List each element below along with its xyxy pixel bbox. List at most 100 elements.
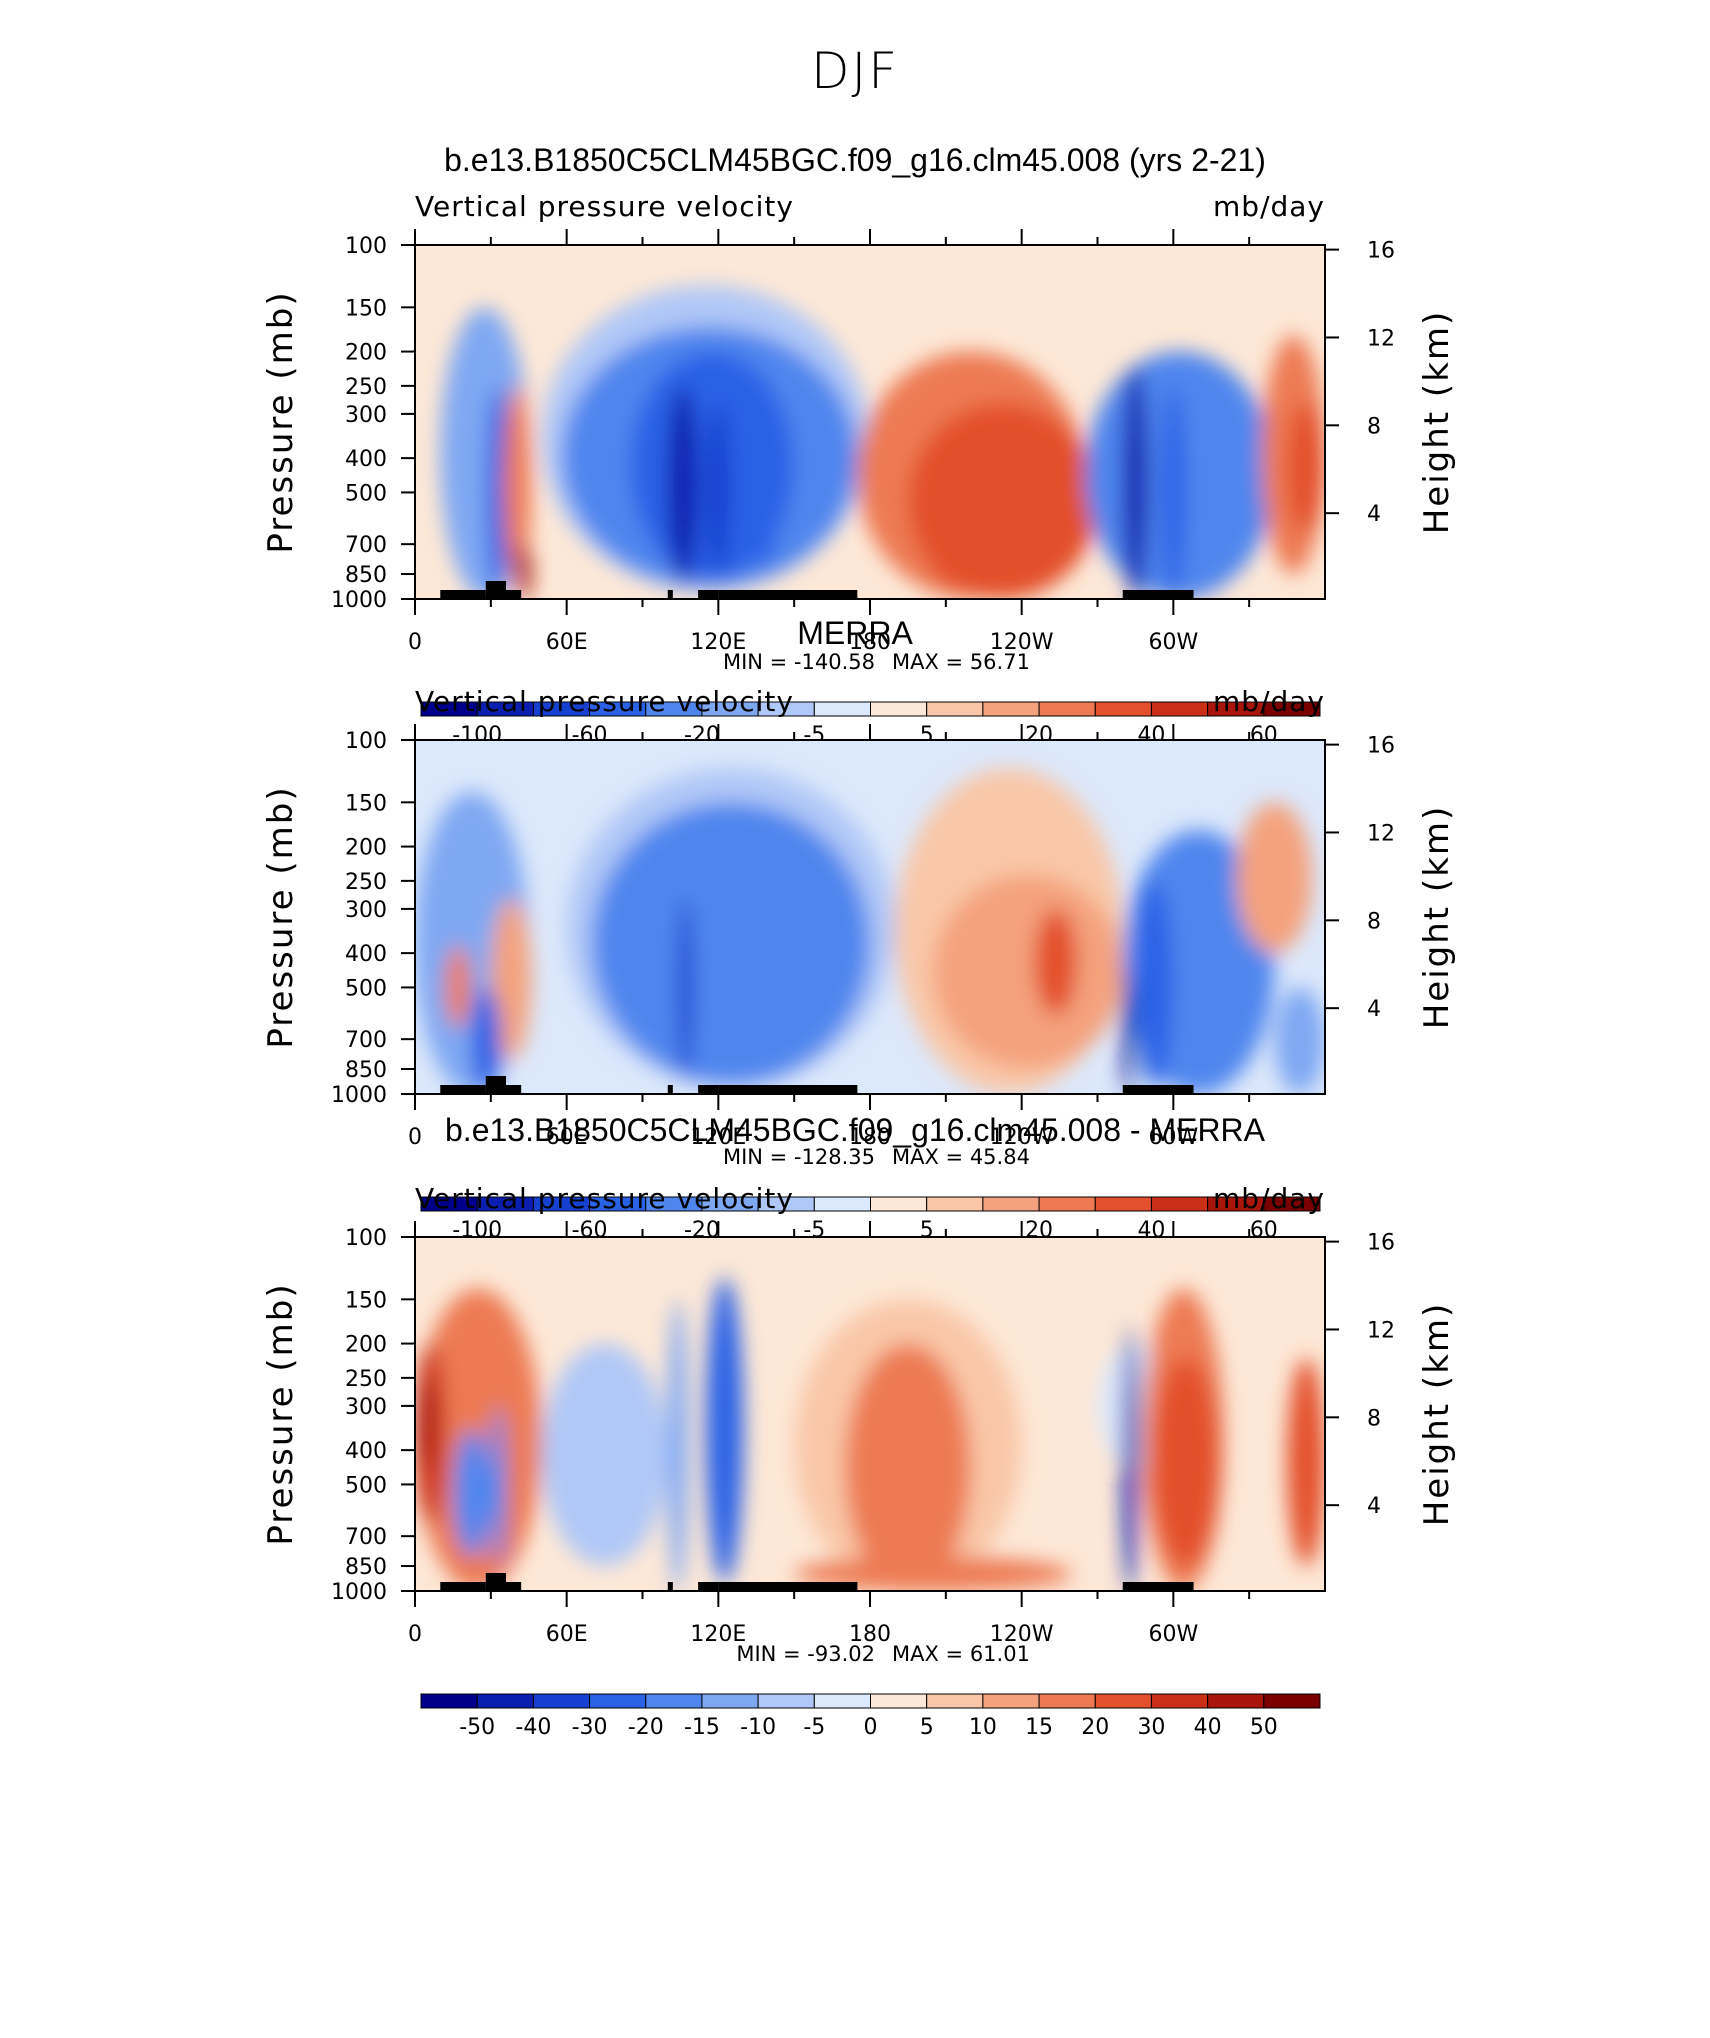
topography-mask	[506, 1582, 522, 1591]
colorbar-label: -5	[803, 1715, 825, 1740]
topography-mask	[485, 1573, 506, 1591]
x-tick-label: 180	[849, 630, 891, 655]
y-tick-label: 200	[345, 341, 387, 366]
field-blob-3	[452, 1429, 491, 1557]
colorbar-box	[645, 1693, 703, 1709]
max-label: MAX = 61.01	[892, 1642, 1030, 1666]
y-tick-label: 700	[345, 533, 387, 558]
colorbar-label: 10	[969, 1715, 997, 1740]
topography-mask	[440, 1085, 486, 1094]
field-blob-12	[1135, 880, 1174, 1087]
x-tick-label: 60E	[546, 630, 588, 655]
variable-label: Vertical pressure velocity	[415, 685, 794, 718]
plot-svg: 0 60E 120E 180 120W 60W 100 150 200 250 300 400 500 7…	[261, 724, 1457, 1243]
min-label: MIN = -93.02	[736, 1642, 875, 1666]
field-blob-15	[1287, 1358, 1325, 1567]
colorbar-box	[1094, 1693, 1152, 1709]
units-label: mb/day	[1213, 190, 1325, 223]
y2-tick-label: 8	[1367, 1406, 1381, 1431]
y2-tick-label: 8	[1367, 414, 1381, 439]
field-blob-12	[920, 476, 1022, 592]
field-blob-4	[490, 1405, 506, 1567]
field-blob-9	[743, 413, 782, 565]
y-tick-label: 1000	[331, 588, 387, 613]
y2-tick-label: 16	[1367, 1231, 1395, 1256]
colorbar-box	[757, 1693, 815, 1709]
colorbar-label: 5	[920, 1715, 934, 1740]
y-tick-label: 150	[345, 791, 387, 816]
colorbar-box	[532, 1693, 591, 1709]
min-label: MIN = -140.58	[723, 650, 875, 674]
colorbar-box	[1263, 1196, 1321, 1212]
topography-mask	[485, 581, 506, 599]
x-tick-label: 120W	[990, 630, 1054, 655]
y-tick-label: 300	[345, 898, 387, 923]
y-tick-label: 850	[345, 1555, 387, 1580]
colorbar-label: 50	[1250, 1715, 1278, 1740]
field-blob-5	[541, 1343, 668, 1567]
y2-tick-label: 4	[1367, 502, 1381, 527]
field-blob-9	[844, 1343, 972, 1591]
y2-axis-title: Height (km)	[1417, 1302, 1457, 1527]
topography-mask	[506, 590, 522, 599]
y-tick-label: 100	[345, 1226, 387, 1251]
topography-mask	[698, 1582, 719, 1591]
y-tick-label: 500	[345, 976, 387, 1001]
colorbar-box	[476, 1693, 534, 1709]
x-tick-label: 120W	[990, 1125, 1054, 1150]
y-axis-title: Pressure (mb)	[261, 785, 301, 1048]
field-blob-7	[667, 385, 699, 583]
y-tick-label: 400	[345, 1439, 387, 1464]
field-blob-8	[705, 403, 731, 575]
y-tick-label: 500	[345, 1473, 387, 1498]
topography-mask	[1122, 590, 1194, 599]
x-tick-label: 60W	[1148, 1622, 1198, 1647]
colorbar-box	[1263, 701, 1321, 717]
colorbar-box	[982, 1693, 1040, 1709]
colorbar-label: 30	[1137, 1715, 1165, 1740]
y-tick-label: 400	[345, 447, 387, 472]
topography-mask	[1122, 1085, 1194, 1094]
colorbar-label: 0	[864, 1715, 878, 1740]
field-blob-10	[1034, 908, 1078, 1016]
y2-axis-title: Height (km)	[1417, 805, 1457, 1030]
y-tick-label: 150	[345, 1288, 387, 1313]
x-tick-label: 180	[849, 1125, 891, 1150]
y-tick-label: 300	[345, 403, 387, 428]
y-tick-label: 1000	[331, 1083, 387, 1108]
colorbar-label: -15	[684, 1715, 720, 1740]
field-blob-2	[420, 1377, 436, 1469]
topography-mask	[718, 590, 858, 599]
y-tick-label: 200	[345, 1333, 387, 1358]
topography-mask	[485, 1076, 506, 1094]
colorbar-box	[870, 1693, 928, 1709]
x-tick-label: 0	[408, 1125, 422, 1150]
field-blob-3	[470, 987, 501, 1094]
field-blob-14	[1236, 802, 1313, 954]
field-blob-10	[794, 1556, 1073, 1591]
colorbar-box	[813, 1693, 871, 1709]
panel-title: MERRA	[797, 615, 913, 651]
x-tick-label: 0	[408, 630, 422, 655]
y-tick-label: 100	[345, 234, 387, 259]
x-tick-label: 180	[849, 1622, 891, 1647]
panel-difference: b.e13.B1850C5CLM45BGC.f09_g16.clm45.008 …	[0, 1094, 1710, 1744]
colorbar-box	[701, 1693, 759, 1709]
field-blob-15	[1274, 987, 1325, 1094]
plot-svg: 0 60E 120E 180 120W 60W 100 150 200 250 300 400 500 7…	[261, 229, 1457, 748]
units-label: mb/day	[1213, 685, 1325, 718]
colorbar-box	[1263, 1693, 1321, 1709]
y2-tick-label: 4	[1367, 997, 1381, 1022]
y2-tick-label: 4	[1367, 1494, 1381, 1519]
colorbar-box	[1207, 1693, 1265, 1709]
field-blob-12	[1122, 1327, 1138, 1591]
y2-tick-label: 16	[1367, 734, 1395, 759]
panel-merra: MERRA Vertical pressure velocity mb/day 0 60…	[0, 597, 1710, 1247]
colorbar-label: -40	[515, 1715, 551, 1740]
topography-mask	[667, 590, 673, 599]
y-tick-label: 100	[345, 729, 387, 754]
field-blob-15	[1160, 385, 1186, 596]
colorbar-label: 40	[1194, 1715, 1222, 1740]
field-blob-14	[1122, 366, 1149, 599]
